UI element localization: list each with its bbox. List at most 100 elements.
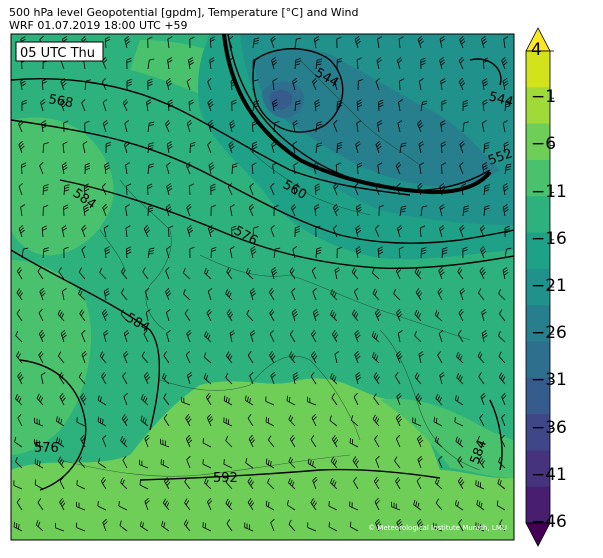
wind-barb bbox=[398, 99, 404, 112]
wind-barb bbox=[102, 98, 108, 112]
wind-barb bbox=[478, 456, 485, 469]
wind-barb bbox=[502, 120, 508, 133]
time-badge-box bbox=[15, 41, 104, 62]
wind-barb bbox=[413, 499, 422, 511]
wind-barb bbox=[371, 331, 380, 343]
wind-barb bbox=[419, 162, 425, 175]
contour-label-576-sw: 576 bbox=[34, 441, 59, 456]
wind-barb bbox=[441, 247, 448, 259]
wind-barb bbox=[209, 36, 216, 49]
wind-barb bbox=[334, 351, 340, 364]
wind-barb bbox=[349, 437, 359, 448]
wind-barb bbox=[482, 162, 488, 175]
wind-barb bbox=[482, 57, 489, 70]
wind-barb bbox=[310, 435, 317, 448]
wind-barb bbox=[189, 36, 195, 49]
wind-barb bbox=[336, 57, 343, 70]
wind-barb bbox=[62, 141, 68, 154]
wind-barb bbox=[272, 99, 278, 112]
wind-barb bbox=[228, 35, 234, 49]
wind-barb bbox=[124, 120, 130, 133]
wind-barb bbox=[504, 247, 512, 259]
wind-barb bbox=[292, 120, 298, 133]
wind-barb bbox=[375, 455, 380, 469]
wind-barb bbox=[397, 330, 403, 343]
time-badge: 05 UTC Thu bbox=[20, 46, 95, 61]
wind-barb bbox=[146, 99, 152, 112]
wind-barb bbox=[356, 120, 362, 133]
wind-barb bbox=[414, 372, 422, 385]
wind-barb bbox=[307, 396, 317, 406]
wind-barb bbox=[84, 79, 91, 91]
wind-barb bbox=[229, 120, 236, 133]
wind-barb bbox=[13, 521, 23, 532]
wind-barb bbox=[247, 414, 254, 427]
wind-barb bbox=[101, 182, 107, 196]
wind-barb bbox=[414, 267, 422, 280]
wind-barb bbox=[98, 458, 107, 469]
wind-barb bbox=[270, 225, 275, 238]
wind-barb bbox=[189, 142, 196, 154]
wind-barb bbox=[478, 372, 485, 385]
wind-barb bbox=[420, 225, 426, 238]
colorbar-segment bbox=[526, 196, 550, 234]
wind-barb bbox=[59, 476, 65, 490]
wind-barb bbox=[439, 225, 445, 238]
wind-barb bbox=[125, 246, 132, 259]
wind-barb bbox=[498, 457, 506, 469]
wind-barb bbox=[41, 120, 47, 133]
wind-barb bbox=[458, 56, 465, 70]
wind-barb bbox=[375, 77, 381, 91]
wind-barb bbox=[273, 204, 279, 217]
wind-barb bbox=[42, 247, 49, 259]
wind-barb bbox=[374, 308, 382, 322]
wind-barb bbox=[223, 395, 233, 406]
wind-barb bbox=[167, 36, 173, 49]
wind-barb bbox=[336, 36, 342, 49]
wind-barb bbox=[147, 58, 155, 70]
wind-barb bbox=[498, 288, 506, 301]
wind-barb bbox=[378, 99, 384, 112]
wind-barb bbox=[351, 267, 359, 280]
wind-barb bbox=[440, 120, 446, 133]
wind-barb bbox=[481, 308, 487, 322]
wind-barb bbox=[374, 224, 380, 238]
wind-barb bbox=[475, 480, 485, 490]
wind-barb bbox=[315, 121, 322, 133]
wind-barb bbox=[395, 477, 401, 490]
wind-barb bbox=[99, 351, 107, 364]
wind-barb bbox=[203, 373, 212, 385]
colorbar-tick-label: 4 bbox=[531, 40, 542, 60]
colorbar-segment bbox=[526, 486, 550, 524]
wind-barb bbox=[503, 141, 509, 154]
wind-barb bbox=[18, 141, 25, 154]
wind-barb bbox=[456, 351, 464, 364]
wind-barb bbox=[312, 77, 318, 91]
wind-barb bbox=[433, 416, 443, 427]
wind-barb bbox=[459, 36, 466, 49]
wind-barb bbox=[328, 501, 338, 511]
wind-barb bbox=[311, 351, 318, 364]
wind-barb bbox=[246, 309, 254, 322]
wind-barb bbox=[378, 204, 385, 217]
wind-barb bbox=[141, 351, 149, 364]
wind-barb bbox=[225, 288, 233, 301]
wind-barb bbox=[333, 182, 339, 196]
wind-barb bbox=[462, 205, 470, 217]
wind-barb bbox=[21, 247, 29, 259]
wind-barb bbox=[18, 182, 24, 196]
wind-barbs bbox=[13, 35, 512, 532]
wind-barb bbox=[40, 372, 46, 385]
wind-barb bbox=[272, 162, 278, 175]
wind-barb bbox=[120, 477, 128, 490]
wind-barb bbox=[78, 289, 86, 301]
wind-barb bbox=[497, 478, 506, 490]
wind-barb bbox=[40, 98, 46, 112]
wind-barb bbox=[332, 224, 338, 238]
wind-barb bbox=[415, 288, 423, 301]
wind-barb bbox=[84, 120, 90, 133]
wind-barb bbox=[168, 225, 174, 238]
wind-barb bbox=[80, 435, 86, 448]
wind-barb bbox=[372, 414, 380, 427]
wind-barb bbox=[376, 120, 383, 133]
